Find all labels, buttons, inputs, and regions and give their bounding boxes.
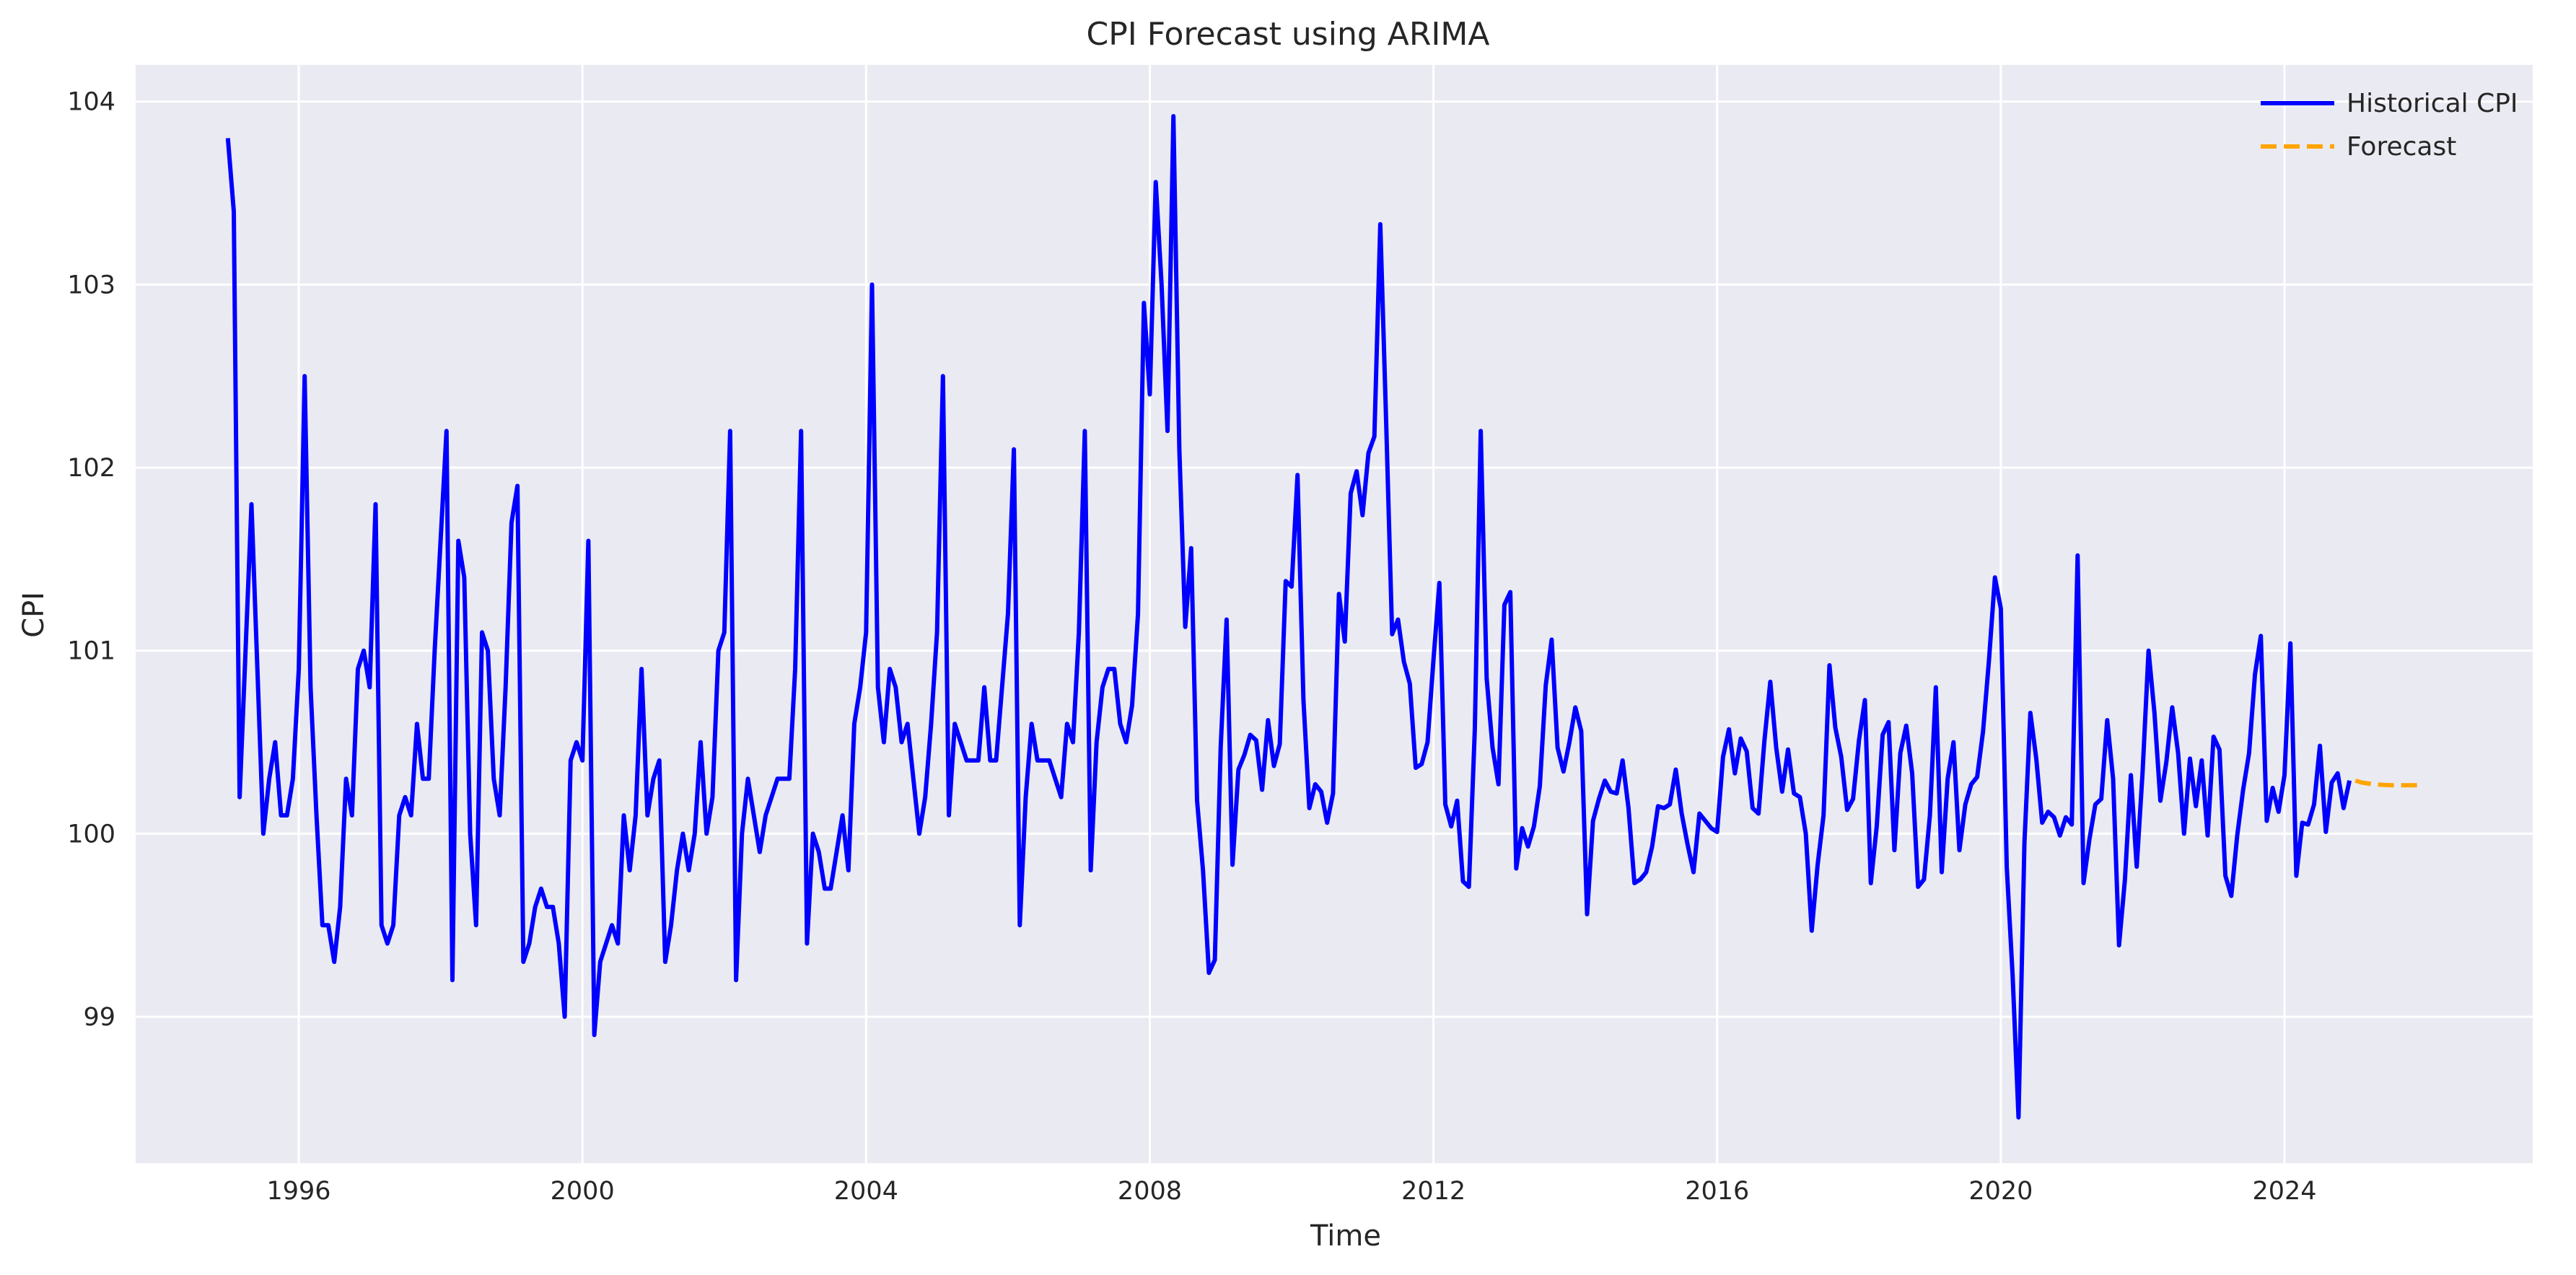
legend-label-historical: Historical CPI: [2347, 89, 2518, 118]
y-tick-label: 104: [67, 88, 115, 117]
x-tick-label: 2012: [1401, 1177, 1466, 1206]
forecast-line: [2354, 778, 2421, 788]
y-tick-label: 102: [67, 454, 115, 483]
y-tick-label: 103: [67, 271, 115, 299]
x-tick-label: 2004: [834, 1177, 898, 1206]
y-tick-label: 99: [83, 1003, 115, 1032]
chart-title: CPI Forecast using ARIMA: [1087, 16, 1490, 53]
plot-area: [136, 65, 2533, 1163]
x-tick-label: 2016: [1685, 1177, 1749, 1206]
x-axis-label: Time: [1310, 1219, 1381, 1253]
x-tick-label: 2000: [551, 1177, 615, 1206]
y-tick-label: 101: [67, 637, 115, 666]
x-tick-label: 2008: [1118, 1177, 1182, 1206]
historical-cpi-line: [225, 114, 2352, 1120]
x-tick-label: 1996: [267, 1177, 331, 1206]
series-lines: [225, 114, 2421, 1120]
legend: Historical CPI Forecast: [2261, 89, 2518, 162]
y-axis-label: CPI: [17, 592, 51, 638]
legend-label-forecast: Forecast: [2347, 132, 2456, 162]
y-axis-ticks: 99 100 101 102 103 104: [67, 88, 115, 1032]
x-axis-ticks: 1996 2000 2004 2008 2012 2016 2020 2024: [267, 1177, 2317, 1206]
y-tick-label: 100: [67, 820, 115, 849]
x-tick-label: 2020: [1968, 1177, 2033, 1206]
x-tick-label: 2024: [2252, 1177, 2316, 1206]
